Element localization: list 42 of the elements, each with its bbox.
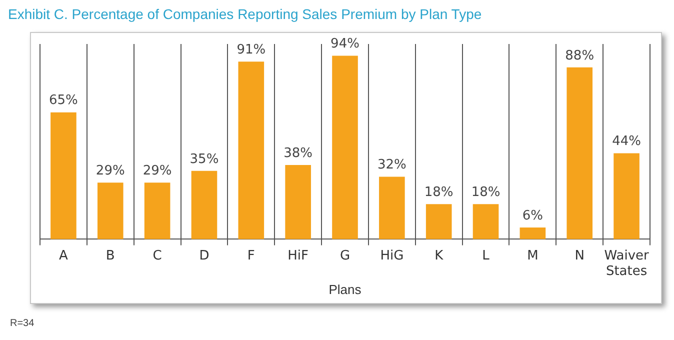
x-tick-label: C <box>152 248 162 264</box>
data-label: 6% <box>522 208 544 224</box>
x-tick-label: K <box>434 248 444 264</box>
bar <box>144 182 170 240</box>
x-tick-label: N <box>574 248 584 264</box>
data-label: 18% <box>471 184 500 200</box>
bar <box>566 67 593 240</box>
data-label: 65% <box>49 93 78 108</box>
bar <box>238 62 264 240</box>
x-tick-label: A <box>59 248 68 264</box>
x-tick-label: Waiver States <box>604 248 650 279</box>
data-label: 91% <box>236 42 266 58</box>
data-label: 38% <box>284 146 313 161</box>
bar <box>426 204 452 240</box>
data-label: 88% <box>565 48 594 64</box>
text: R=34 <box>10 318 34 329</box>
bar <box>97 182 124 240</box>
data-label: 35% <box>190 152 219 167</box>
data-label: 94% <box>330 36 360 52</box>
data-label: 44% <box>612 134 641 150</box>
x-tick-label: HiF <box>288 248 309 264</box>
bar <box>285 165 311 240</box>
bar <box>379 176 405 240</box>
x-tick-label: G <box>340 248 350 264</box>
bar <box>520 227 546 240</box>
x-tick-label: L <box>482 248 490 264</box>
data-label: 18% <box>424 184 454 200</box>
x-tick-label: D <box>199 248 210 264</box>
x-tick-label: HiG <box>380 248 404 264</box>
bar <box>50 112 76 240</box>
x-tick-label: F <box>247 248 255 264</box>
x-tick-label: B <box>106 248 115 264</box>
bar <box>614 153 640 240</box>
chart-title: Exhibit C. Percentage of Companies Reporting Sales Premium by Plan Type <box>8 6 482 22</box>
bar <box>472 204 499 240</box>
x-tick-label: M <box>527 248 538 264</box>
data-label: 29% <box>96 163 125 178</box>
data-label: 29% <box>142 163 172 178</box>
bar <box>191 170 218 240</box>
bar <box>332 56 358 240</box>
data-label: 32% <box>377 158 406 173</box>
x-axis-title: Plans <box>328 282 362 297</box>
